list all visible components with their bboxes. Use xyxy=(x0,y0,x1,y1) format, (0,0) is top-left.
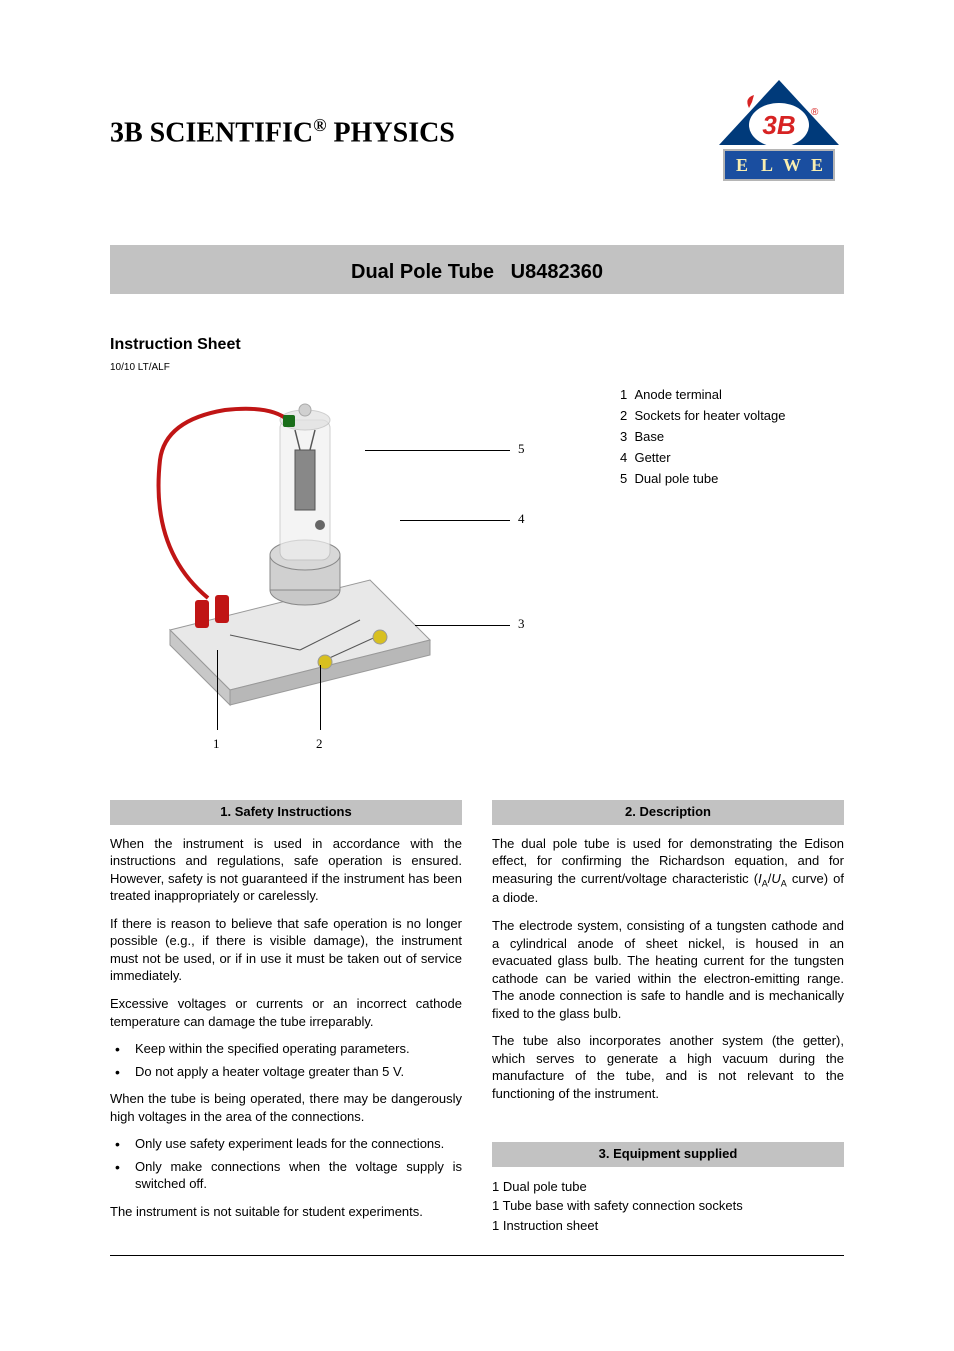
socket-yellow-2 xyxy=(373,630,387,644)
instruction-heading: Instruction Sheet xyxy=(110,334,844,356)
safety-para-1: When the instrument is used in accordanc… xyxy=(110,835,462,905)
figure-section: 5 4 3 1 2 1 Anode terminal 2 Sockets for… xyxy=(110,380,844,760)
legend-list: 1 Anode terminal 2 Sockets for heater vo… xyxy=(620,380,786,489)
equipment-item-3: 1 Instruction sheet xyxy=(492,1216,844,1236)
elwe-3b-logo: 3B ® E L W E xyxy=(714,80,844,185)
brand-prefix: 3B SCIENTIFIC xyxy=(110,117,313,148)
safety-bullet-1-2: Do not apply a heater voltage greater th… xyxy=(110,1063,462,1081)
description-para-3: The tube also incorporates another syste… xyxy=(492,1032,844,1102)
figure-container: 5 4 3 1 2 xyxy=(140,380,560,760)
callout-label-5: 5 xyxy=(518,440,525,458)
logo-3b-text: 3B xyxy=(762,110,795,140)
legend-item-4: 4 Getter xyxy=(620,448,786,469)
equipment-item-1: 1 Dual pole tube xyxy=(492,1177,844,1197)
legend-item-5: 5 Dual pole tube xyxy=(620,469,786,490)
description-title-bar: 2. Description xyxy=(492,800,844,824)
registered-mark: ® xyxy=(313,115,326,135)
equipment-item-2: 1 Tube base with safety connection socke… xyxy=(492,1196,844,1216)
legend-item-3: 3 Base xyxy=(620,427,786,448)
callout-line-2 xyxy=(320,665,321,730)
spacer xyxy=(492,1112,844,1142)
logo-letter-w: W xyxy=(783,155,801,175)
footer-divider xyxy=(110,1255,844,1256)
content-columns: 1. Safety Instructions When the instrume… xyxy=(110,800,844,1235)
product-title-bar: Dual Pole Tube U8482360 xyxy=(110,245,844,294)
logo-letter-l: L xyxy=(761,155,773,175)
callout-label-2: 2 xyxy=(316,735,323,753)
getter xyxy=(315,520,325,530)
anode-cylinder xyxy=(295,450,315,510)
safety-bullet-2-2: Only make connections when the voltage s… xyxy=(110,1158,462,1193)
brand-suffix: PHYSICS xyxy=(327,117,455,148)
equipment-title-bar: 3. Equipment supplied xyxy=(492,1142,844,1166)
callout-label-4: 4 xyxy=(518,510,525,528)
safety-bullets-1: Keep within the specified operating para… xyxy=(110,1040,462,1080)
green-connector xyxy=(283,415,295,427)
safety-bullet-2-1: Only use safety experiment leads for the… xyxy=(110,1135,462,1153)
callout-line-4 xyxy=(400,520,510,521)
callout-label-3: 3 xyxy=(518,615,525,633)
equipment-list: 1 Dual pole tube 1 Tube base with safety… xyxy=(492,1177,844,1236)
safety-para-end: The instrument is not suitable for stude… xyxy=(110,1203,462,1221)
safety-para-3: Excessive voltages or currents or an inc… xyxy=(110,995,462,1030)
callout-line-1 xyxy=(217,650,218,730)
document-reference: 10/10 LT/ALF xyxy=(110,361,844,375)
legend-item-2: 2 Sockets for heater voltage xyxy=(620,406,786,427)
logo-ribbon xyxy=(747,95,754,108)
terminal-red-2 xyxy=(215,595,229,623)
left-column: 1. Safety Instructions When the instrume… xyxy=(110,800,462,1235)
product-name: Dual Pole Tube xyxy=(351,261,494,283)
callout-label-1: 1 xyxy=(213,735,220,753)
glass-tube-tip xyxy=(299,404,311,416)
logo-r: ® xyxy=(811,107,819,118)
callout-line-5 xyxy=(365,450,510,451)
safety-bullet-1-1: Keep within the specified operating para… xyxy=(110,1040,462,1058)
logo-letter-e2: E xyxy=(811,155,823,175)
red-wire xyxy=(159,409,288,598)
description-para-2: The electrode system, consisting of a tu… xyxy=(492,917,844,1022)
safety-para-2: If there is reason to believe that safe … xyxy=(110,915,462,985)
safety-bullets-2: Only use safety experiment leads for the… xyxy=(110,1135,462,1193)
callout-line-3 xyxy=(415,625,510,626)
device-illustration xyxy=(140,380,450,710)
legend-item-1: 1 Anode terminal xyxy=(620,385,786,406)
description-para-1: The dual pole tube is used for demonstra… xyxy=(492,835,844,907)
logo-letter-e1: E xyxy=(736,155,748,175)
product-model: U8482360 xyxy=(511,261,603,283)
brand-title: 3B SCIENTIFIC® PHYSICS xyxy=(110,113,455,153)
terminal-red-1 xyxy=(195,600,209,628)
safety-para-mid: When the tube is being operated, there m… xyxy=(110,1090,462,1125)
product-title: Dual Pole Tube U8482360 xyxy=(351,261,603,283)
safety-title-bar: 1. Safety Instructions xyxy=(110,800,462,824)
right-column: 2. Description The dual pole tube is use… xyxy=(492,800,844,1235)
page-header: 3B SCIENTIFIC® PHYSICS 3B ® E L W E xyxy=(110,80,844,185)
